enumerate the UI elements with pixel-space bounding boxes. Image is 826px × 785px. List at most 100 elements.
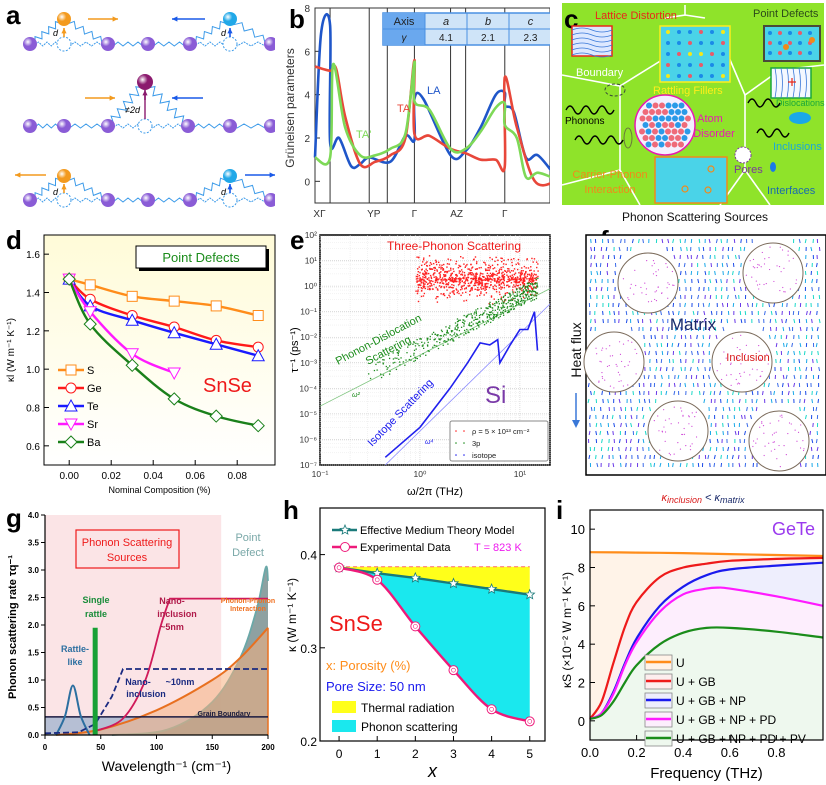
data-point (486, 274, 488, 277)
spring (190, 18, 231, 45)
flux-arrow (672, 318, 675, 324)
data-point (458, 292, 460, 295)
flux-arrow (746, 302, 749, 308)
inclusion-dot (725, 357, 727, 359)
x-tick-label: 3 (450, 747, 457, 761)
inclusion (789, 112, 811, 124)
data-point (453, 290, 455, 292)
data-point (450, 273, 452, 275)
x-axis-label: ω/2π (THz) (407, 486, 463, 498)
data-point (453, 278, 456, 280)
panel-label-d: d (6, 225, 22, 255)
data-point (486, 313, 488, 315)
flux-arrow (751, 390, 754, 396)
flux-arrow (734, 254, 737, 260)
flux-arrow (709, 382, 712, 388)
inclusion-dot (759, 358, 761, 360)
flux-arrow (744, 310, 747, 316)
inclusion-dot (616, 365, 618, 367)
data-point (519, 277, 522, 279)
lattice-atom (666, 30, 670, 34)
data-point (528, 281, 530, 283)
data-point (464, 320, 466, 322)
data-point (503, 273, 506, 276)
lattice-atom (666, 74, 670, 78)
inclusion-dot (606, 365, 609, 368)
data-point (416, 256, 418, 258)
data-point (496, 312, 499, 314)
data-point (496, 282, 498, 284)
flux-arrow (811, 278, 814, 284)
inclusion-dot (691, 425, 693, 428)
flux-arrow (740, 262, 742, 268)
data-point (520, 271, 522, 273)
flux-arrow (722, 430, 724, 436)
data-point (520, 292, 523, 295)
data-point (512, 297, 514, 299)
data-point (508, 285, 511, 288)
data-point (513, 268, 516, 270)
data-point (427, 282, 429, 285)
data-point (477, 282, 479, 284)
label-la: LA (427, 85, 441, 97)
data-point (380, 373, 382, 375)
data-point (507, 276, 510, 278)
series-emt (338, 566, 530, 596)
data-point (416, 276, 419, 278)
data-point (489, 317, 491, 319)
data-point (455, 333, 458, 335)
data-point (421, 264, 423, 267)
data-point (531, 291, 533, 293)
data-point (417, 271, 419, 273)
flux-arrow (690, 318, 693, 324)
flux-arrow (607, 446, 610, 452)
flux-arrow (708, 334, 711, 340)
data-point (456, 323, 459, 325)
data-point (519, 279, 522, 282)
data-point (500, 313, 502, 316)
data-point (380, 376, 383, 379)
flux-arrow (692, 358, 694, 364)
legend-marker (463, 442, 465, 444)
flux-arrow (672, 310, 675, 316)
disorder-atom (671, 141, 678, 148)
data-point (511, 303, 513, 305)
data-point (519, 275, 522, 278)
data-point (438, 338, 440, 340)
flux-arrow (811, 398, 814, 404)
data-point (417, 289, 419, 291)
data-point (531, 282, 534, 285)
data-point (514, 272, 517, 274)
flux-arrow (732, 390, 734, 396)
data-point (514, 295, 516, 297)
wave-arrow-left-head (172, 16, 178, 22)
lattice-atom (798, 31, 802, 35)
flux-arrow (817, 398, 820, 404)
marker-emt (524, 588, 536, 600)
inclusion-dot (617, 371, 619, 373)
inclusion-dot (599, 360, 601, 362)
flux-arrow (704, 270, 707, 276)
data-point (521, 273, 523, 276)
flux-arrow (659, 366, 662, 372)
data-point (456, 291, 459, 294)
data-point (448, 276, 451, 279)
flux-arrow (677, 374, 680, 380)
legend-label-exp: Experimental Data (360, 542, 451, 554)
disorder-atom (639, 115, 646, 122)
flux-arrow (738, 398, 741, 404)
y-tick-label: 4 (578, 637, 585, 652)
data-point (498, 282, 500, 284)
orange-atom (57, 12, 71, 26)
flux-arrow (656, 326, 659, 332)
table-header-cell: Axis (394, 16, 415, 28)
inclusion-dot (756, 369, 758, 371)
inclusion-dot (773, 280, 775, 283)
data-point (490, 275, 493, 277)
inclusion-dot (756, 266, 758, 269)
data-point (441, 282, 444, 284)
inclusion-dot (685, 445, 687, 447)
data-point (502, 309, 505, 312)
marker-inner (527, 719, 533, 724)
data-point (455, 325, 457, 327)
